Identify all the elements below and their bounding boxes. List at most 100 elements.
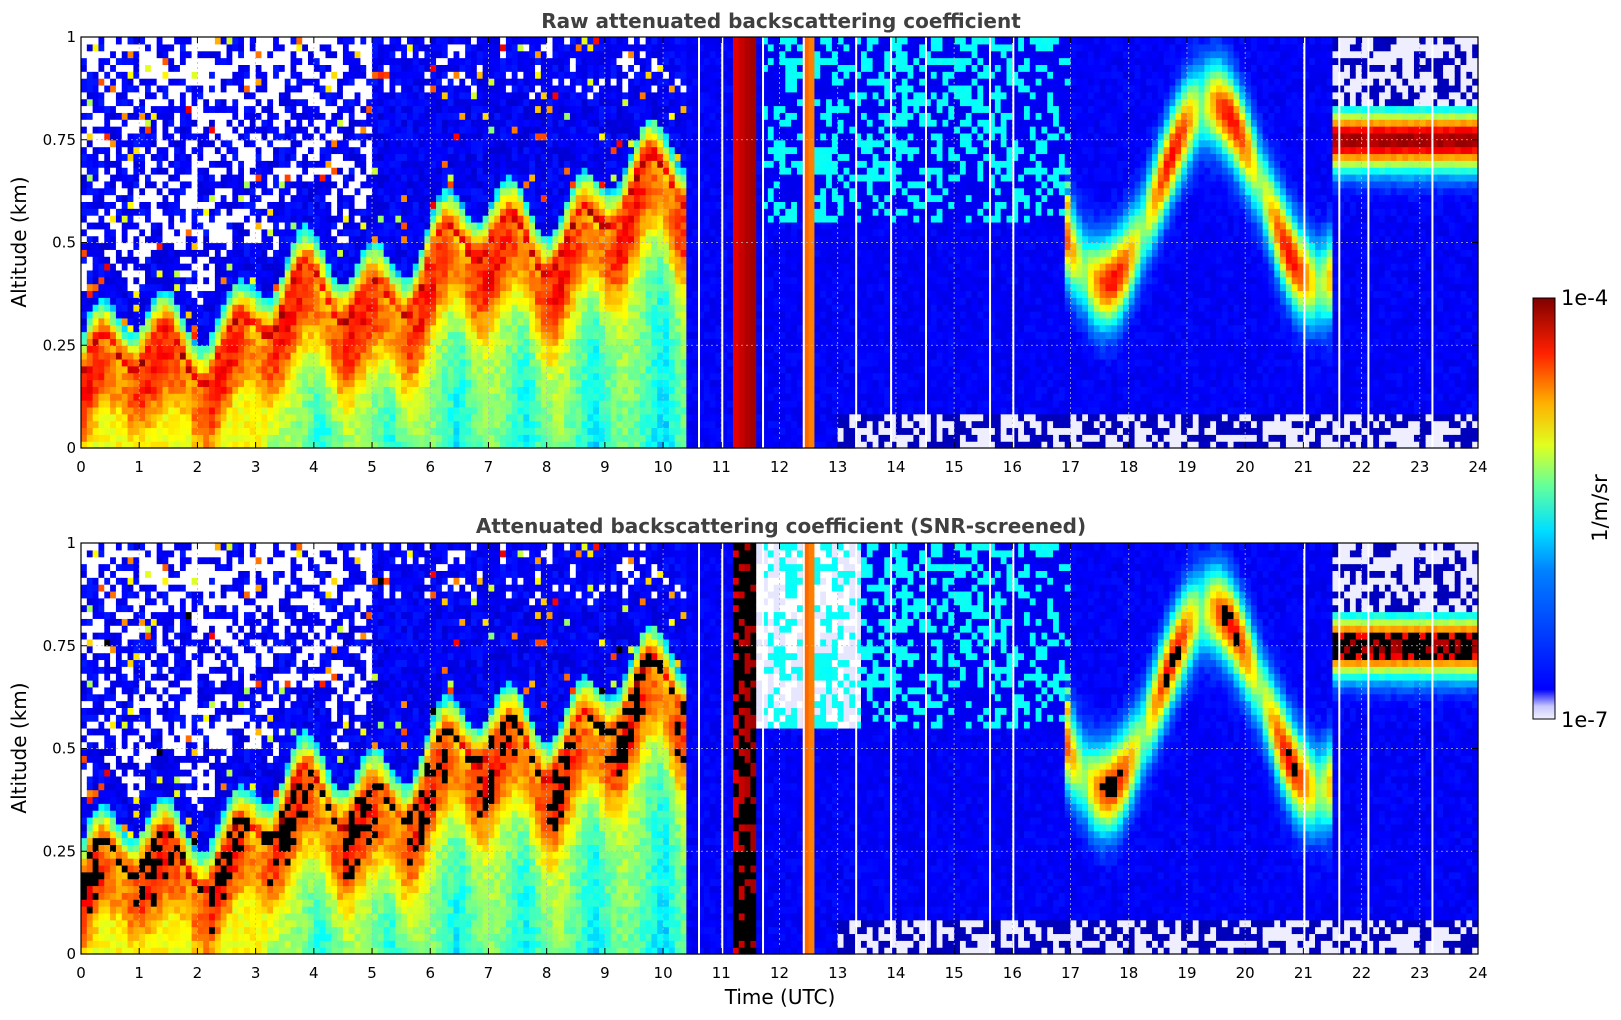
heatmap-cell bbox=[529, 146, 536, 155]
heatmap-cell bbox=[546, 276, 554, 285]
heatmap-cell bbox=[476, 420, 484, 429]
heatmap-cell bbox=[488, 406, 495, 415]
heatmap-cell bbox=[226, 242, 233, 250]
heatmap-cell bbox=[471, 317, 478, 326]
heatmap-cell bbox=[121, 242, 129, 250]
heatmap-cell bbox=[179, 297, 187, 305]
heatmap-cell bbox=[511, 283, 519, 292]
heatmap-cell bbox=[558, 132, 565, 141]
heatmap-cell bbox=[476, 235, 484, 244]
heatmap-cell bbox=[243, 434, 251, 442]
heatmap-cell bbox=[319, 50, 327, 59]
heatmap-cell bbox=[150, 132, 158, 141]
heatmap-cell bbox=[360, 119, 367, 127]
heatmap-cell bbox=[249, 132, 257, 141]
heatmap-cell bbox=[226, 126, 233, 134]
heatmap-cell bbox=[523, 139, 530, 148]
heatmap-cell bbox=[185, 372, 193, 381]
heatmap-cell bbox=[488, 242, 495, 250]
heatmap-cell bbox=[511, 84, 519, 93]
heatmap-cell bbox=[139, 304, 146, 312]
heatmap-cell bbox=[98, 413, 105, 422]
heatmap-cell bbox=[197, 434, 204, 442]
heatmap-cell bbox=[523, 160, 530, 168]
heatmap-cell bbox=[436, 132, 443, 141]
heatmap-cell bbox=[191, 331, 199, 339]
heatmap-cell bbox=[389, 276, 396, 285]
heatmap-cell bbox=[162, 180, 169, 189]
heatmap-cell bbox=[255, 249, 263, 257]
heatmap-cell bbox=[342, 379, 350, 387]
heatmap-cell bbox=[447, 365, 455, 374]
heatmap-cell bbox=[273, 427, 280, 435]
heatmap-cell bbox=[366, 167, 373, 175]
heatmap-cell bbox=[488, 311, 495, 319]
heatmap-cell bbox=[459, 50, 466, 59]
heatmap-cell bbox=[185, 64, 193, 72]
heatmap-cell bbox=[342, 235, 350, 244]
heatmap-cell bbox=[308, 242, 315, 250]
heatmap-cell bbox=[220, 221, 228, 230]
heatmap-cell bbox=[179, 57, 187, 65]
heatmap-cell bbox=[331, 78, 338, 86]
heatmap-cell bbox=[494, 311, 501, 319]
heatmap-cell bbox=[261, 43, 268, 52]
heatmap-cell bbox=[98, 283, 105, 292]
heatmap-cell bbox=[104, 311, 111, 319]
heatmap-cell bbox=[145, 420, 152, 429]
heatmap-cell bbox=[401, 119, 408, 127]
heatmap-cell bbox=[243, 132, 251, 141]
heatmap-cell bbox=[278, 57, 286, 65]
heatmap-cell bbox=[273, 112, 280, 120]
heatmap-cell bbox=[482, 201, 490, 209]
heatmap-cell bbox=[92, 276, 100, 285]
heatmap-cell bbox=[465, 105, 472, 113]
heatmap-cell bbox=[505, 180, 513, 189]
heatmap-cell bbox=[115, 290, 123, 298]
heatmap-cell bbox=[255, 235, 263, 244]
heatmap-cell bbox=[104, 256, 111, 264]
heatmap-cell bbox=[406, 400, 414, 408]
heatmap-cell bbox=[412, 180, 420, 189]
heatmap-cell bbox=[331, 331, 338, 339]
heatmap-cell bbox=[372, 324, 379, 333]
heatmap-cell bbox=[197, 317, 204, 326]
heatmap-cell bbox=[430, 43, 437, 52]
heatmap-cell bbox=[133, 132, 140, 141]
heatmap-cell bbox=[540, 98, 548, 107]
heatmap-cell bbox=[546, 331, 554, 339]
heatmap-cell bbox=[145, 283, 152, 292]
heatmap-cell bbox=[110, 400, 117, 408]
heatmap-cell bbox=[197, 228, 204, 237]
heatmap-cell bbox=[360, 84, 367, 93]
heatmap-cell bbox=[476, 119, 484, 127]
heatmap-cell bbox=[243, 194, 251, 202]
heatmap-cell bbox=[389, 379, 396, 387]
heatmap-cell bbox=[226, 146, 233, 155]
heatmap-cell bbox=[267, 221, 274, 230]
heatmap-cell bbox=[191, 441, 199, 449]
heatmap-cell bbox=[162, 283, 169, 292]
heatmap-cell bbox=[86, 84, 94, 93]
heatmap-cell bbox=[308, 119, 315, 127]
heatmap-cell bbox=[535, 43, 542, 52]
heatmap-cell bbox=[459, 386, 466, 394]
heatmap-cell bbox=[121, 174, 129, 182]
heatmap-cell bbox=[249, 379, 257, 387]
heatmap-cell bbox=[389, 112, 396, 120]
heatmap-cell bbox=[441, 283, 449, 292]
heatmap-cell bbox=[383, 393, 391, 401]
heatmap-cell bbox=[517, 434, 524, 442]
heatmap-cell bbox=[372, 263, 379, 271]
heatmap-cell bbox=[476, 297, 484, 305]
heatmap-cell bbox=[517, 379, 524, 387]
heatmap-cell bbox=[255, 256, 263, 264]
heatmap-cell bbox=[505, 119, 513, 127]
heatmap-cell bbox=[115, 420, 123, 429]
heatmap-cell bbox=[86, 379, 94, 387]
heatmap-cell bbox=[476, 317, 484, 326]
heatmap-cell bbox=[389, 352, 396, 360]
heatmap-cell bbox=[552, 84, 559, 93]
heatmap-cell bbox=[471, 441, 478, 449]
heatmap-cell bbox=[488, 221, 495, 230]
